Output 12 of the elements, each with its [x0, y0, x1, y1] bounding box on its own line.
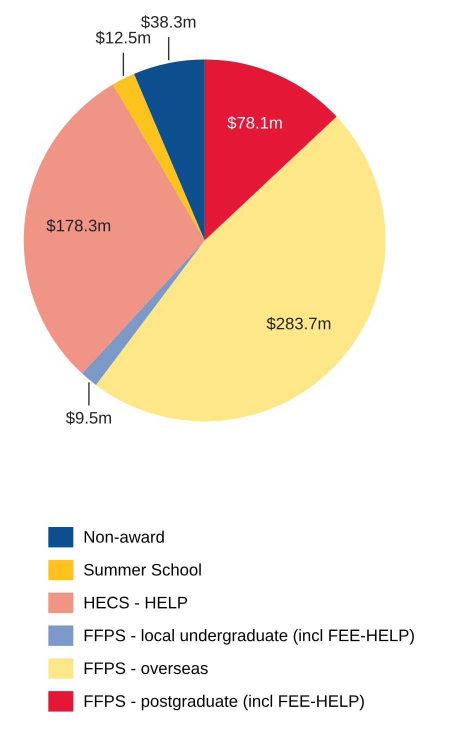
data-label: $12.5m — [96, 30, 150, 44]
legend-label: FFPS - local undergraduate (incl FEE-HELP) — [84, 629, 414, 645]
legend-label: Summer School — [84, 563, 201, 576]
data-label: $283.7m — [266, 316, 330, 330]
data-label: $9.5m — [66, 411, 111, 425]
data-label: $178.3m — [46, 218, 110, 232]
legend-label: Non-award — [84, 530, 164, 543]
legend-label: FFPS - postgraduate (incl FEE-HELP) — [84, 694, 364, 710]
data-label: $38.3m — [141, 15, 196, 29]
legend-label: FFPS - overseas — [84, 662, 208, 674]
data-label: $78.1m — [227, 116, 282, 130]
legend-label: HECS - HELP — [84, 596, 188, 608]
